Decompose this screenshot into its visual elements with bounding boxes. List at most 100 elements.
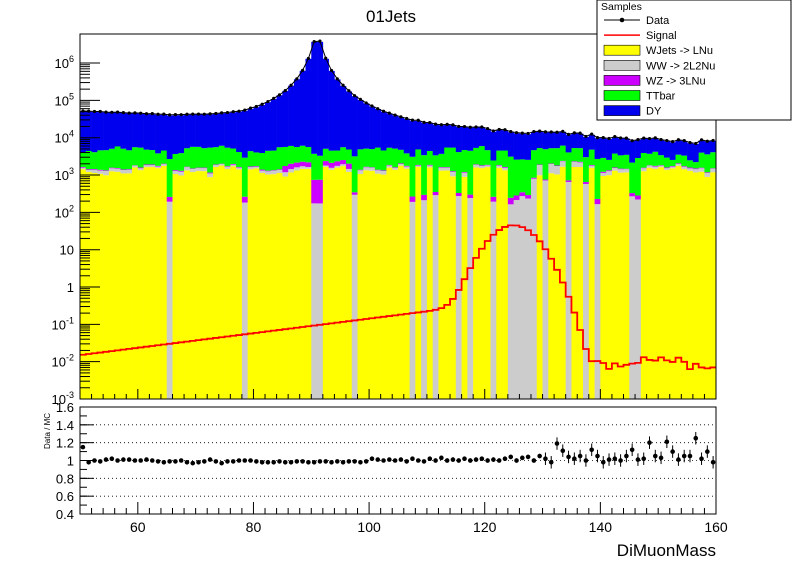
- ratio-point: [300, 459, 305, 464]
- ratio-point: [202, 459, 207, 464]
- stack-bin-wz: [345, 163, 353, 169]
- stack-bin-dy: [160, 114, 168, 151]
- ratio-point: [80, 444, 86, 450]
- data-point: [179, 113, 183, 117]
- stack-bin-ttbar: [687, 160, 694, 168]
- ratio-point: [491, 457, 496, 462]
- data-point: [318, 39, 322, 43]
- stack-bin-ttbar: [559, 145, 566, 161]
- stack-bin-wjets: [478, 168, 486, 399]
- stack-bin-ttbar: [710, 152, 717, 169]
- stack-bin-wz: [236, 167, 243, 168]
- ratio-point: [525, 454, 531, 460]
- data-point: [699, 138, 704, 142]
- stack-bin-ttbar: [525, 159, 532, 196]
- data-point: [665, 138, 669, 143]
- data-point: [595, 136, 600, 140]
- stack-bin-dy: [629, 141, 636, 163]
- stack-bin-wjets: [218, 165, 225, 399]
- stack-bin-dy: [351, 96, 358, 157]
- ratio-point: [566, 454, 571, 460]
- stack-bin-ttbar: [513, 159, 520, 196]
- legend-swatch: [603, 75, 641, 86]
- y-tick-exponent: 6: [69, 54, 74, 64]
- stack-bin-ttbar: [91, 152, 98, 170]
- main-frame: [79, 33, 717, 400]
- x-tick-label: 160: [704, 519, 728, 535]
- stack-bin-ww: [351, 194, 358, 399]
- stack-bin-wjets: [363, 170, 370, 399]
- stack-bin-ttbar: [530, 150, 538, 178]
- stack-bin-ttbar: [149, 150, 156, 165]
- data-point: [619, 136, 623, 140]
- stack-bin-ww: [207, 173, 214, 178]
- data-point: [590, 132, 594, 136]
- stack-bin-ttbar: [207, 147, 214, 173]
- ratio-point: [311, 459, 317, 465]
- data-point: [353, 94, 357, 98]
- x-axis-label: DiMuonMass: [617, 541, 716, 560]
- stack-bin-ww: [490, 201, 497, 399]
- stack-bin-dy: [143, 114, 150, 150]
- stack-bin-wz: [698, 167, 705, 169]
- data-point: [566, 132, 571, 136]
- data-point: [98, 109, 102, 114]
- data-point: [561, 129, 565, 133]
- stack-bin-dy: [224, 112, 231, 148]
- stack-bin-dy: [103, 112, 110, 151]
- ratio-point: [427, 456, 433, 462]
- main-x-ticks: [79, 389, 717, 399]
- ratio-point: [358, 459, 363, 465]
- stack-bin-ww: [577, 162, 584, 168]
- stack-bin-wjets: [380, 174, 387, 399]
- stack-bin-ww: [658, 165, 665, 168]
- ratio-point: [86, 459, 91, 465]
- ratio-point: [329, 459, 334, 465]
- stack-bin-wz: [635, 195, 642, 200]
- data-point: [347, 89, 351, 93]
- ratio-point: [635, 457, 641, 462]
- data-point: [376, 107, 380, 111]
- stack-bin-ww: [652, 166, 659, 169]
- ratio-point: [213, 459, 219, 464]
- stack-bin-dy: [467, 127, 474, 151]
- x-tick-label: 60: [130, 519, 146, 535]
- stack-bin-dy: [496, 129, 503, 151]
- data-point: [225, 110, 230, 115]
- stack-bin-wjets: [189, 172, 196, 399]
- data-point: [121, 110, 125, 115]
- data-point: [503, 128, 507, 132]
- ratio-point: [178, 458, 184, 463]
- stack-bin-wjets: [282, 176, 289, 399]
- stack-bin-wjets: [669, 168, 676, 399]
- stack-bin-wz: [241, 196, 248, 203]
- stack-bin-dy: [253, 107, 260, 153]
- stack-bin-wjets: [230, 166, 237, 399]
- stack-bin-ttbar: [328, 150, 335, 163]
- stack-bin-ww: [241, 202, 248, 399]
- stack-bin-ttbar: [502, 150, 509, 168]
- stack-bin-ww: [374, 170, 381, 174]
- ratio-y-tick-label: 0.6: [56, 489, 74, 504]
- stack-bin-ww: [369, 167, 376, 171]
- data-point: [393, 113, 397, 117]
- stack-bin-dy: [571, 133, 578, 149]
- stack-bin-ttbar: [565, 152, 572, 181]
- stack-bin-ttbar: [143, 149, 150, 165]
- stack-bin-ww: [438, 167, 445, 171]
- stack-bin-dy: [137, 113, 144, 148]
- stack-bin-wjets: [663, 170, 671, 399]
- ratio-point: [421, 459, 427, 464]
- stack-bin-ww: [669, 166, 676, 169]
- stack-bin-dy: [542, 132, 549, 150]
- stack-bin-ww: [473, 164, 480, 168]
- stack-bin-dy: [588, 134, 595, 150]
- data-point: [387, 111, 391, 115]
- stack-bin-ww: [276, 169, 283, 173]
- ratio-point: [340, 459, 346, 465]
- ratio-point: [612, 456, 618, 462]
- stack-bin-dy: [288, 85, 295, 146]
- data-point: [555, 130, 559, 134]
- y-tick-exponent: 4: [69, 129, 74, 139]
- ratio-point: [282, 459, 288, 465]
